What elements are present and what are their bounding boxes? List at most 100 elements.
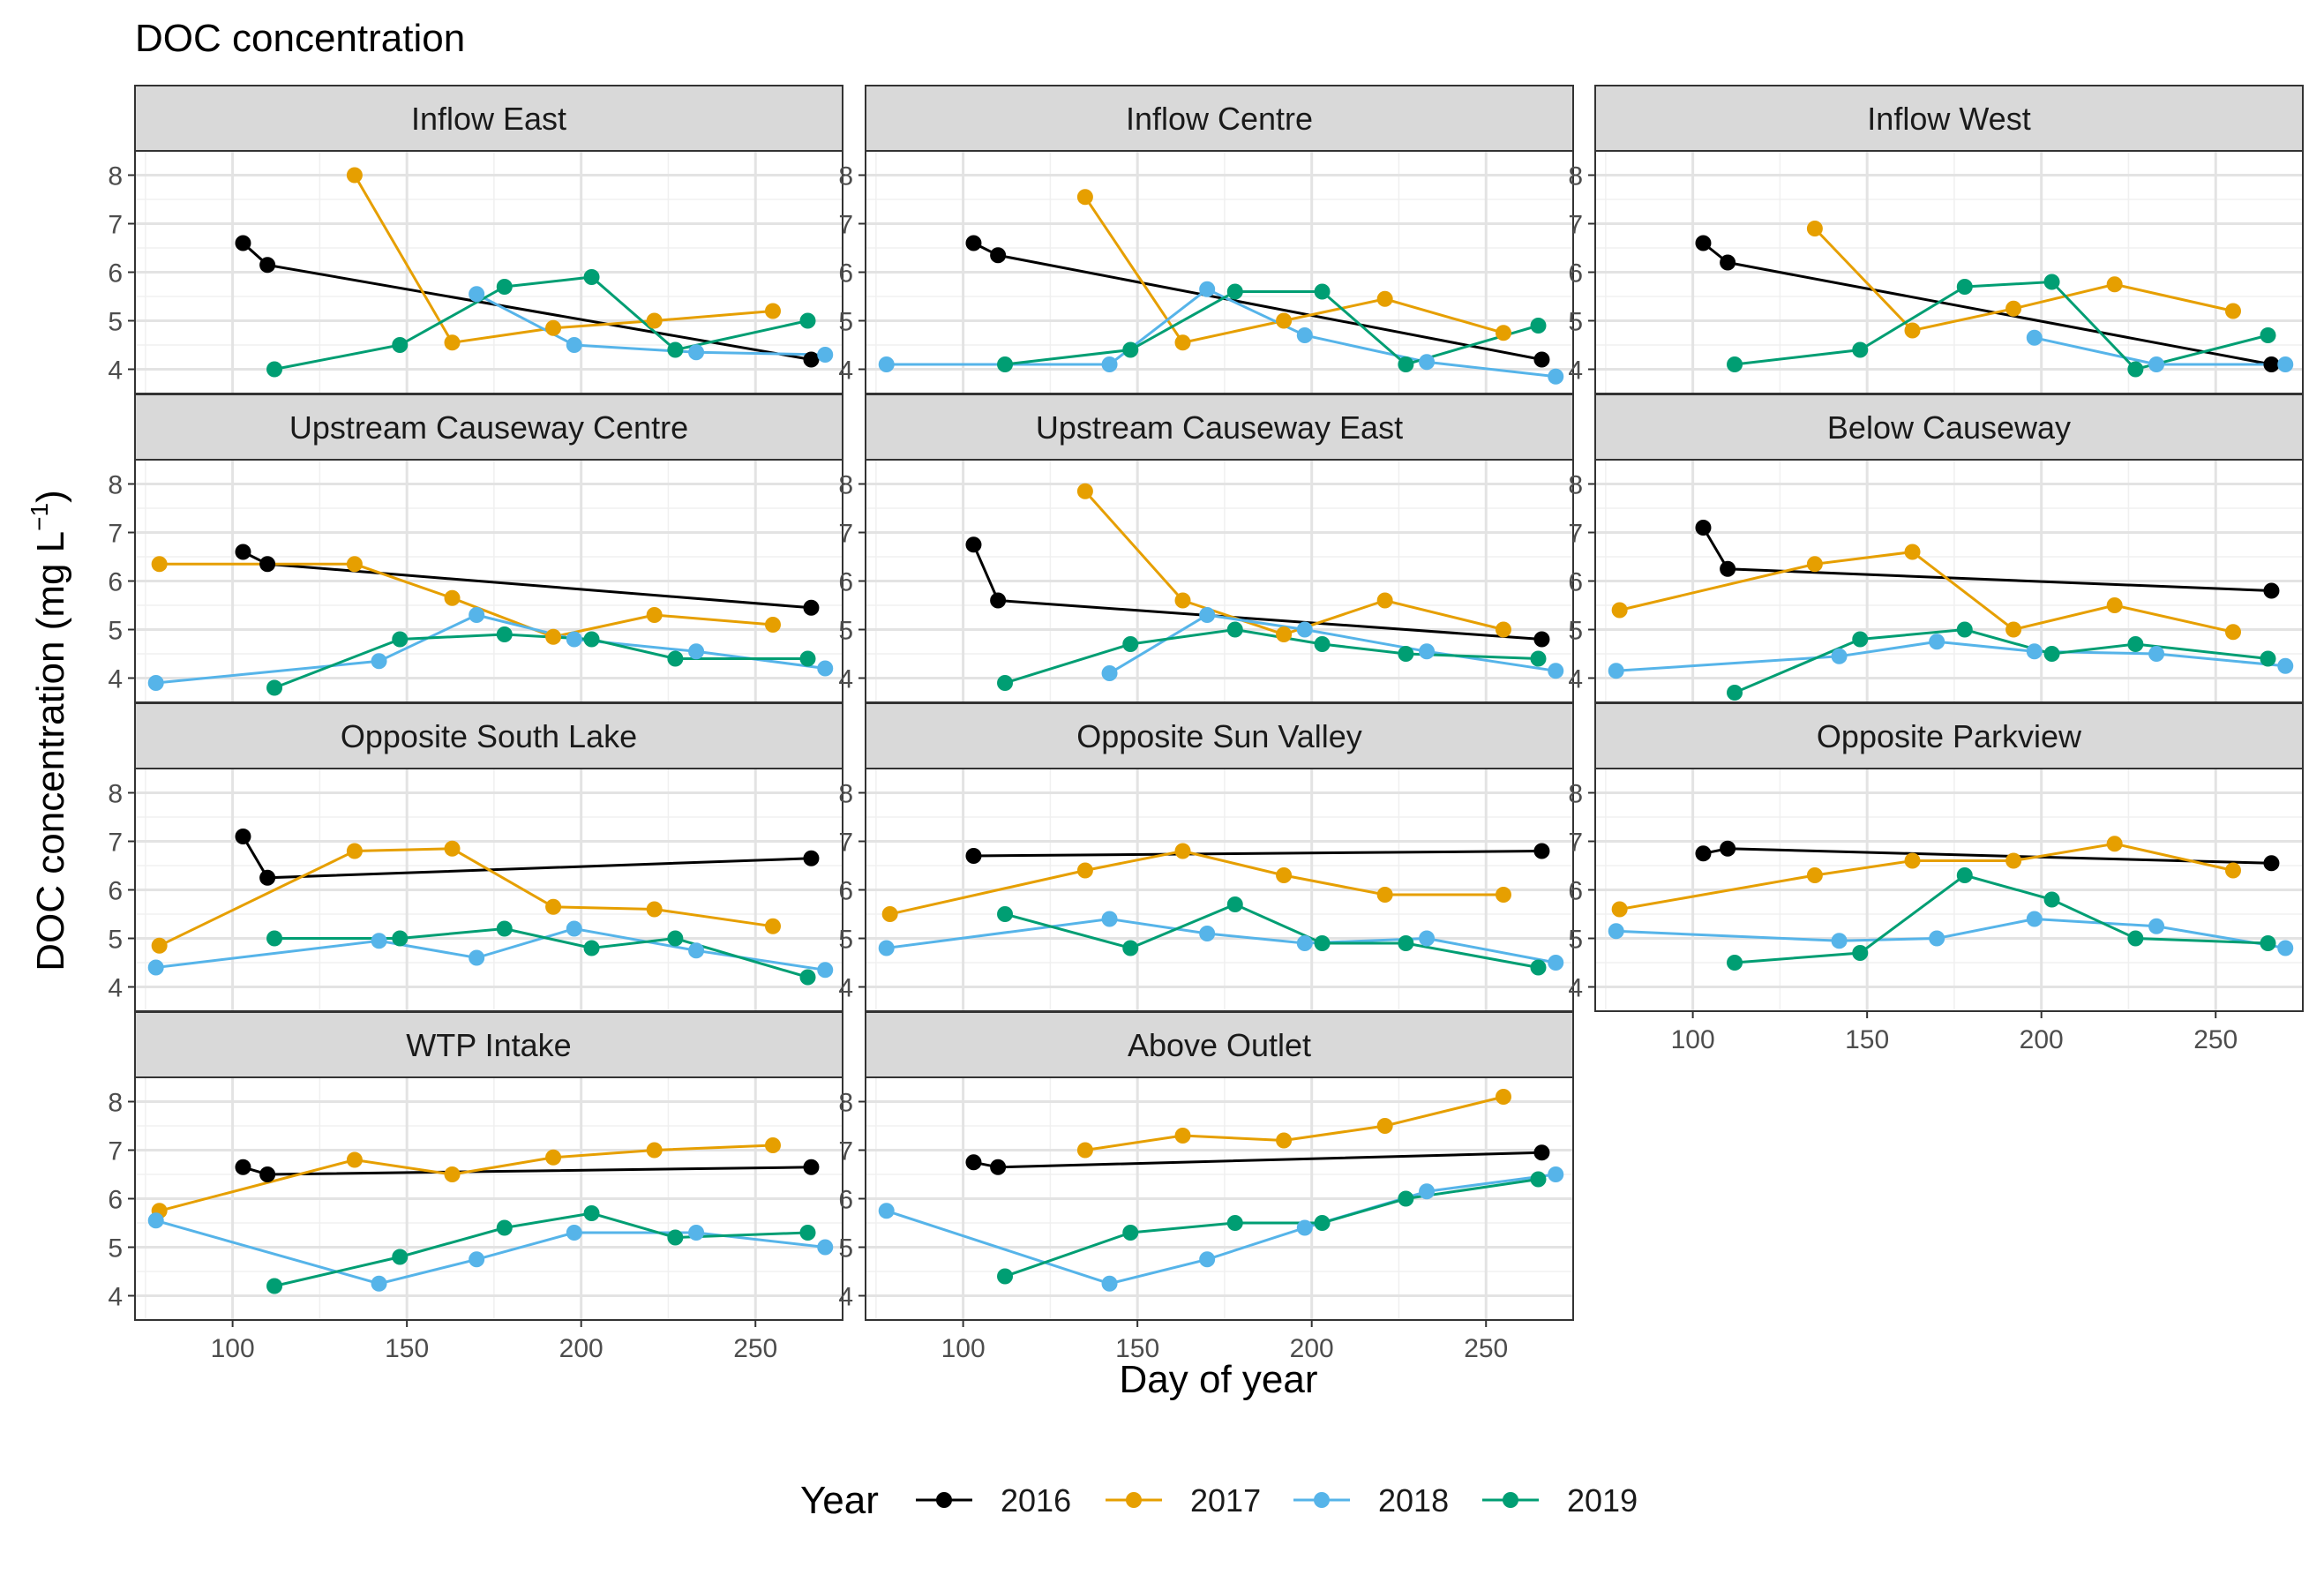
data-point-2018 [1101, 665, 1118, 681]
data-point-2017 [2005, 300, 2022, 317]
data-point-2019 [2260, 327, 2276, 343]
data-point-2019 [2043, 274, 2060, 290]
legend-entry-2018: 2018 [1293, 1482, 1449, 1519]
y-tick-label: 4 [1568, 974, 1583, 1003]
legend-label: 2016 [1001, 1482, 1071, 1519]
y-tick-label: 8 [838, 162, 853, 191]
series-line-2017 [159, 562, 774, 639]
data-point-2019 [1530, 959, 1547, 976]
strip-label: Above Outlet [1128, 1027, 1311, 1063]
data-point-2018 [688, 344, 705, 361]
y-tick-label: 8 [108, 780, 123, 809]
data-point-2019 [1956, 279, 1973, 295]
y-tick-label: 7 [838, 520, 853, 549]
data-point-2018 [1608, 663, 1624, 679]
data-point-2017 [1495, 887, 1511, 903]
y-tick-label: 8 [108, 471, 123, 500]
data-point-2019 [1852, 341, 1869, 358]
data-point-2018 [1199, 1251, 1216, 1268]
data-point-2016 [259, 556, 276, 573]
legend-entry-2017: 2017 [1106, 1482, 1261, 1519]
data-point-2017 [444, 1166, 461, 1182]
data-point-2018 [1929, 634, 1945, 650]
strip-background [134, 85, 843, 152]
data-point-2016 [965, 848, 982, 864]
panel-below-causeway: Below Causeway 4 5 6 7 8 [1568, 394, 2304, 709]
series-line-2018 [886, 1173, 1556, 1286]
data-point-2017 [1276, 626, 1293, 642]
strip-label: Below Causeway [1827, 409, 2071, 446]
legend-label: 2019 [1567, 1482, 1638, 1519]
data-point-2019 [799, 1225, 816, 1241]
data-point-2018 [817, 347, 834, 363]
data-point-2019 [799, 312, 816, 329]
y-tick-label: 6 [838, 259, 853, 289]
data-point-2016 [1720, 254, 1736, 271]
data-point-2019 [1314, 283, 1331, 300]
legend-label: 2018 [1378, 1482, 1449, 1519]
y-tick-label: 8 [108, 1089, 123, 1118]
data-point-2019 [2127, 361, 2144, 378]
series-line-2017 [1619, 842, 2234, 911]
data-point-2018 [371, 653, 387, 670]
data-point-2017 [1076, 862, 1093, 879]
data-point-2016 [803, 850, 820, 866]
y-tick-label: 4 [108, 974, 123, 1003]
y-tick-label: 8 [1568, 162, 1583, 191]
data-point-2017 [545, 628, 562, 645]
y-tick-label: 7 [838, 211, 853, 240]
strip-label: Upstream Causeway Centre [289, 409, 688, 446]
y-tick-label: 6 [108, 568, 123, 597]
y-tick-label: 7 [108, 1137, 123, 1166]
data-point-2017 [764, 303, 781, 319]
data-point-2018 [1296, 1219, 1313, 1236]
y-tick-label: 7 [108, 520, 123, 549]
y-tick-label: 6 [1568, 568, 1583, 597]
data-point-2019 [392, 631, 409, 648]
data-point-2018 [469, 607, 485, 623]
data-point-2016 [1720, 840, 1736, 857]
data-point-2017 [646, 901, 663, 918]
legend-entry-2016: 2016 [916, 1482, 1071, 1519]
data-point-2019 [1122, 940, 1139, 956]
data-point-2017 [1076, 483, 1093, 499]
data-point-2017 [646, 1142, 663, 1159]
data-point-2019 [2127, 636, 2144, 652]
data-point-2018 [817, 660, 834, 677]
data-point-2017 [545, 1149, 562, 1166]
x-axis-title: Day of year [1120, 1358, 1318, 1401]
data-point-2017 [346, 556, 363, 573]
data-point-2018 [1101, 356, 1118, 372]
data-point-2018 [1296, 621, 1313, 638]
data-point-2019 [392, 1249, 409, 1265]
data-point-2018 [688, 643, 705, 660]
data-point-2017 [1376, 887, 1393, 903]
data-point-2018 [1199, 926, 1216, 941]
y-axis-title: DOC concentration (mg L−1) [26, 490, 72, 971]
y-tick-label: 6 [108, 877, 123, 906]
data-point-2019 [2260, 935, 2276, 951]
data-point-2017 [1376, 290, 1393, 307]
data-point-2017 [545, 319, 562, 336]
data-point-2019 [583, 631, 600, 648]
data-point-2016 [2263, 582, 2280, 599]
data-point-2019 [997, 356, 1014, 372]
data-point-2017 [1904, 322, 1921, 339]
data-point-2016 [990, 247, 1007, 264]
data-point-2017 [1174, 592, 1191, 609]
data-point-2019 [2127, 930, 2144, 947]
y-tick-label: 5 [838, 308, 853, 337]
x-tick-label: 250 [1464, 1334, 1508, 1363]
strip-label: Inflow East [411, 101, 566, 137]
data-point-2018 [2026, 329, 2043, 346]
data-point-2018 [878, 356, 895, 372]
data-point-2017 [1076, 189, 1093, 206]
series-line-2018 [155, 613, 826, 685]
y-axis-title-end: ) [29, 490, 72, 503]
panel-inflow-west: Inflow West 4 5 6 7 8 [1568, 85, 2304, 401]
legend-entry-2019: 2019 [1482, 1482, 1638, 1519]
y-tick-label: 7 [108, 211, 123, 240]
panel-wtp-intake: WTP Intake 4 5 6 7 8 100 150 200 250 [108, 1011, 843, 1363]
data-point-2019 [1314, 935, 1331, 951]
